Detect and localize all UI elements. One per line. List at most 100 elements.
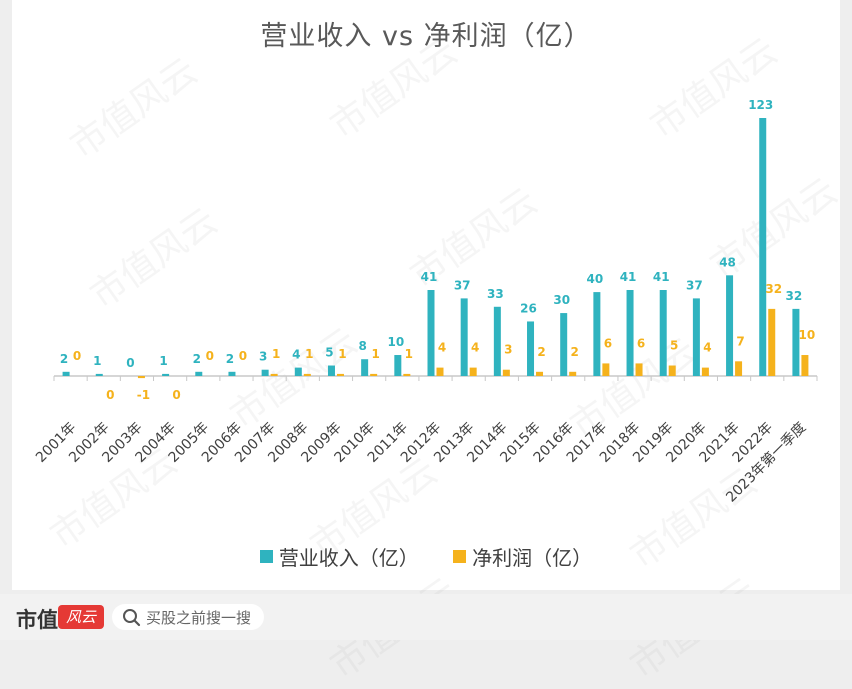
revenue-bar <box>560 313 568 376</box>
revenue-bar <box>626 290 634 376</box>
legend-item-revenue: 营业收入（亿） <box>259 542 419 571</box>
revenue-bar <box>726 275 734 376</box>
revenue-bar <box>95 373 103 376</box>
search-box[interactable]: 买股之前搜一搜 <box>112 604 264 630</box>
revenue-data-label: 8 <box>358 339 366 353</box>
revenue-bar <box>427 290 435 376</box>
revenue-data-label: 10 <box>387 335 404 349</box>
profit-bar <box>569 371 577 376</box>
revenue-data-label: 37 <box>686 278 703 292</box>
revenue-data-label: 41 <box>421 270 438 284</box>
search-placeholder: 买股之前搜一搜 <box>146 608 252 627</box>
legend-swatch-revenue <box>259 550 273 563</box>
profit-bar <box>635 363 643 376</box>
revenue-data-label: 4 <box>292 348 300 362</box>
profit-data-label: 10 <box>799 328 816 342</box>
profit-data-label: -1 <box>137 388 150 402</box>
profit-data-label: 0 <box>206 349 214 363</box>
revenue-bar <box>62 371 70 376</box>
revenue-bar <box>659 290 667 376</box>
revenue-bar <box>593 292 601 376</box>
profit-data-label: 6 <box>637 336 645 350</box>
revenue-bar <box>493 306 501 376</box>
footer-bar: 市值 风云 买股之前搜一搜 <box>0 594 852 640</box>
profit-bar <box>270 373 278 376</box>
profit-data-label: 4 <box>703 341 711 355</box>
revenue-bar <box>195 371 203 376</box>
profit-bar <box>536 371 544 376</box>
revenue-data-label: 2 <box>226 352 234 366</box>
profit-data-label: 1 <box>371 347 379 361</box>
revenue-bar <box>394 355 402 376</box>
profit-data-label: 0 <box>73 349 81 363</box>
revenue-data-label: 48 <box>719 255 736 269</box>
profit-data-label: 4 <box>471 341 479 355</box>
revenue-bar <box>361 359 369 376</box>
revenue-bar <box>460 298 468 376</box>
profit-bar <box>801 355 809 376</box>
revenue-bar <box>228 371 236 376</box>
profit-data-label: 1 <box>405 347 413 361</box>
profit-bar <box>735 361 743 376</box>
profit-data-label: 5 <box>670 339 678 353</box>
revenue-bar <box>692 298 700 376</box>
revenue-data-label: 32 <box>786 289 803 303</box>
search-icon <box>123 609 141 627</box>
profit-data-label: 7 <box>736 334 744 348</box>
revenue-data-label: 30 <box>553 293 570 307</box>
profit-bar <box>668 365 676 376</box>
revenue-data-label: 1 <box>93 354 101 368</box>
revenue-data-label: 40 <box>587 272 604 286</box>
revenue-bar <box>327 365 335 376</box>
legend: 营业收入（亿） 净利润（亿） <box>0 542 852 571</box>
legend-swatch-profit <box>453 550 467 563</box>
brand-badge: 风云 <box>58 605 104 629</box>
profit-bar <box>768 308 776 376</box>
chart-title: 营业收入 vs 净利润（亿） <box>260 21 592 52</box>
revenue-data-label: 37 <box>454 278 471 292</box>
profit-data-label: 32 <box>765 282 782 296</box>
chart-card <box>12 0 840 590</box>
revenue-bar <box>294 367 302 376</box>
revenue-bar <box>261 369 269 376</box>
revenue-bar <box>792 308 800 376</box>
profit-bar <box>336 373 344 376</box>
revenue-bar <box>162 373 170 376</box>
revenue-data-label: 26 <box>520 301 537 315</box>
profit-bar <box>502 369 510 376</box>
legend-label-profit: 净利润（亿） <box>472 546 593 570</box>
revenue-data-label: 123 <box>748 98 773 112</box>
profit-data-label: 1 <box>272 347 280 361</box>
profit-bar <box>436 367 444 376</box>
profit-bar <box>303 373 311 376</box>
profit-bar <box>137 376 145 379</box>
profit-data-label: 4 <box>438 341 446 355</box>
legend-item-profit: 净利润（亿） <box>453 542 592 571</box>
profit-bar <box>602 363 610 376</box>
revenue-data-label: 2 <box>193 352 201 366</box>
profit-bar <box>403 373 411 376</box>
revenue-data-label: 33 <box>487 287 504 301</box>
revenue-bar <box>527 321 535 376</box>
profit-data-label: 2 <box>537 345 545 359</box>
revenue-data-label: 1 <box>159 354 167 368</box>
revenue-data-label: 5 <box>325 346 333 360</box>
profit-bar <box>469 367 477 376</box>
profit-data-label: 0 <box>172 388 180 402</box>
revenue-data-label: 2 <box>60 352 68 366</box>
profit-bar <box>701 367 709 376</box>
profit-data-label: 1 <box>305 347 313 361</box>
profit-bar <box>370 373 378 376</box>
profit-data-label: 3 <box>504 343 512 357</box>
revenue-data-label: 41 <box>620 270 637 284</box>
profit-data-label: 0 <box>106 388 114 402</box>
profit-data-label: 6 <box>604 336 612 350</box>
revenue-bar <box>759 118 767 376</box>
revenue-data-label: 0 <box>126 356 134 370</box>
profit-data-label: 0 <box>239 349 247 363</box>
revenue-data-label: 3 <box>259 350 267 364</box>
profit-data-label: 2 <box>571 345 579 359</box>
revenue-data-label: 41 <box>653 270 670 284</box>
legend-label-revenue: 营业收入（亿） <box>278 546 419 570</box>
